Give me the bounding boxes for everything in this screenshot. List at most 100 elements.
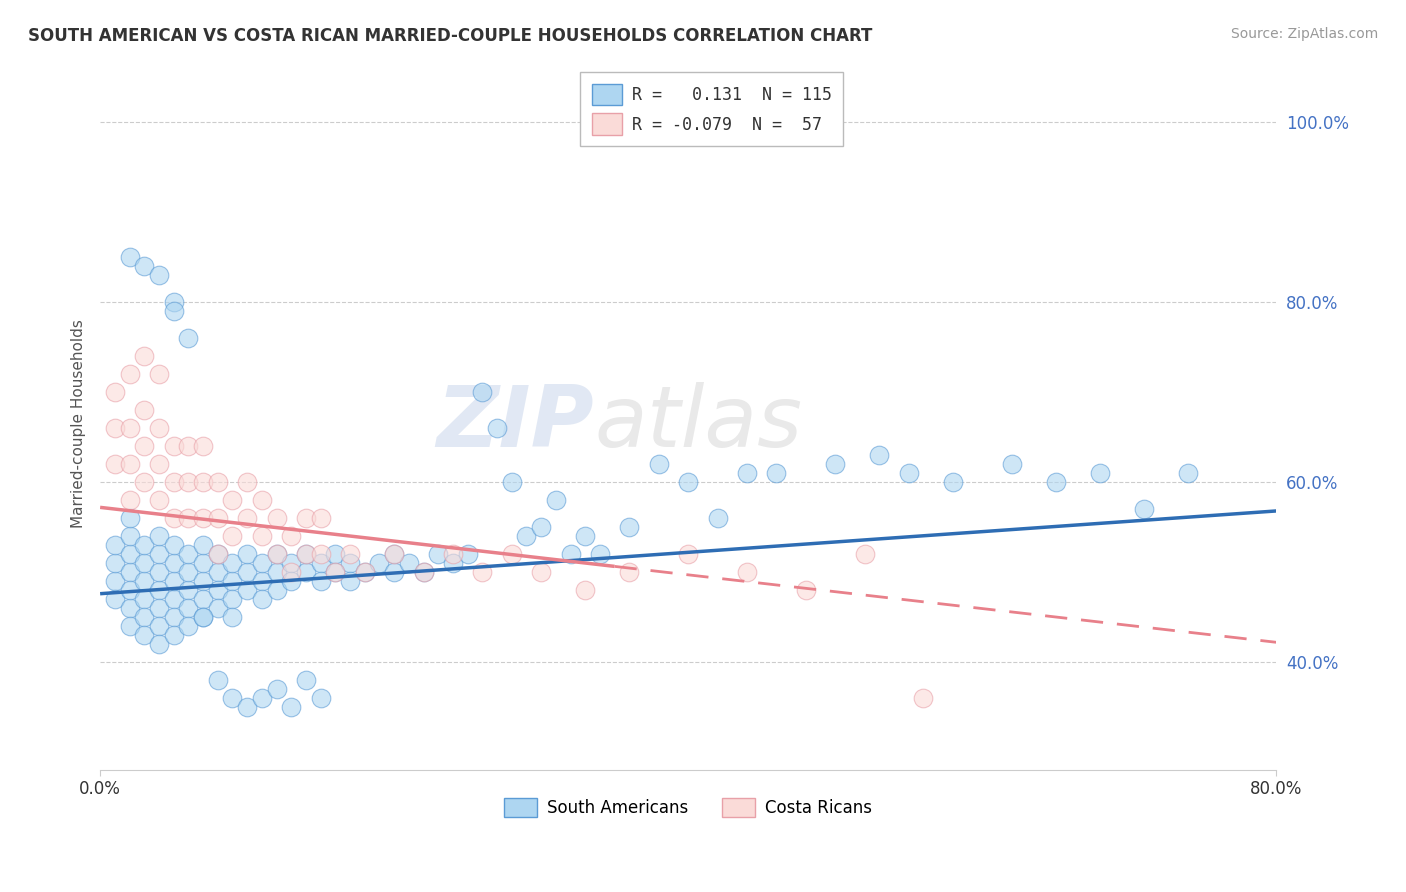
Point — [148, 565, 170, 579]
Point — [853, 547, 876, 561]
Point — [236, 583, 259, 598]
Point — [353, 565, 375, 579]
Point — [148, 583, 170, 598]
Point — [619, 565, 641, 579]
Point — [134, 403, 156, 417]
Point — [191, 610, 214, 624]
Point — [118, 583, 141, 598]
Point — [104, 421, 127, 435]
Point — [118, 457, 141, 471]
Point — [382, 547, 405, 561]
Point — [250, 556, 273, 570]
Point — [148, 547, 170, 561]
Point — [574, 529, 596, 543]
Point — [266, 565, 288, 579]
Point — [104, 556, 127, 570]
Point — [765, 466, 787, 480]
Point — [309, 574, 332, 588]
Point — [280, 556, 302, 570]
Point — [250, 691, 273, 706]
Point — [162, 574, 184, 588]
Point — [295, 565, 318, 579]
Point — [177, 547, 200, 561]
Point — [177, 511, 200, 525]
Point — [323, 565, 346, 579]
Point — [207, 583, 229, 598]
Point — [1045, 475, 1067, 490]
Point — [134, 574, 156, 588]
Point — [560, 547, 582, 561]
Point — [221, 574, 243, 588]
Point — [295, 547, 318, 561]
Point — [148, 529, 170, 543]
Point — [648, 457, 671, 471]
Y-axis label: Married-couple Households: Married-couple Households — [72, 319, 86, 528]
Point — [191, 439, 214, 453]
Point — [309, 511, 332, 525]
Point — [471, 385, 494, 400]
Point — [266, 681, 288, 696]
Point — [295, 673, 318, 687]
Point — [207, 601, 229, 615]
Point — [280, 574, 302, 588]
Point — [118, 368, 141, 382]
Point — [250, 574, 273, 588]
Point — [236, 565, 259, 579]
Point — [309, 547, 332, 561]
Point — [236, 475, 259, 490]
Point — [118, 547, 141, 561]
Point — [162, 538, 184, 552]
Point — [250, 592, 273, 607]
Point — [177, 331, 200, 345]
Point — [441, 556, 464, 570]
Point — [134, 260, 156, 274]
Point — [323, 547, 346, 561]
Point — [574, 583, 596, 598]
Point — [471, 565, 494, 579]
Point — [177, 565, 200, 579]
Point — [177, 601, 200, 615]
Point — [221, 493, 243, 508]
Point — [735, 565, 758, 579]
Point — [309, 691, 332, 706]
Point — [323, 565, 346, 579]
Point — [530, 565, 553, 579]
Point — [191, 556, 214, 570]
Point — [280, 700, 302, 714]
Point — [104, 574, 127, 588]
Point — [134, 628, 156, 642]
Point — [177, 583, 200, 598]
Point — [942, 475, 965, 490]
Legend: South Americans, Costa Ricans: South Americans, Costa Ricans — [498, 791, 879, 824]
Point — [485, 421, 508, 435]
Point — [221, 592, 243, 607]
Point — [266, 583, 288, 598]
Point — [162, 511, 184, 525]
Point — [134, 349, 156, 363]
Point — [118, 565, 141, 579]
Point — [118, 529, 141, 543]
Text: atlas: atlas — [595, 382, 801, 466]
Point — [912, 691, 935, 706]
Point — [134, 610, 156, 624]
Point — [118, 250, 141, 264]
Point — [501, 547, 523, 561]
Point — [134, 475, 156, 490]
Point — [191, 592, 214, 607]
Point — [118, 511, 141, 525]
Point — [441, 547, 464, 561]
Point — [868, 448, 890, 462]
Point — [104, 592, 127, 607]
Point — [530, 520, 553, 534]
Point — [457, 547, 479, 561]
Point — [339, 547, 361, 561]
Text: SOUTH AMERICAN VS COSTA RICAN MARRIED-COUPLE HOUSEHOLDS CORRELATION CHART: SOUTH AMERICAN VS COSTA RICAN MARRIED-CO… — [28, 27, 873, 45]
Point — [134, 538, 156, 552]
Point — [735, 466, 758, 480]
Point — [236, 511, 259, 525]
Point — [207, 475, 229, 490]
Point — [221, 610, 243, 624]
Point — [191, 610, 214, 624]
Point — [104, 385, 127, 400]
Point — [1000, 457, 1022, 471]
